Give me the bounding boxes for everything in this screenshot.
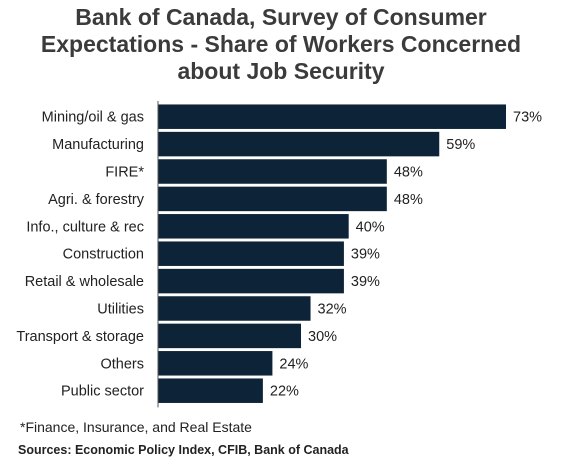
bar (158, 214, 349, 239)
category-label: Others (100, 356, 144, 372)
category-label: Utilities (97, 302, 144, 318)
category-label: Public sector (61, 384, 144, 400)
bar (158, 351, 273, 376)
bar (158, 131, 440, 157)
bar (158, 323, 302, 349)
bar (158, 268, 344, 294)
data-label: 40% (356, 219, 385, 235)
source-note: Sources: Economic Policy Index, CFIB, Ba… (18, 443, 349, 457)
data-label: 30% (308, 329, 337, 345)
chart-title-line-2: Expectations - Share of Workers Concerne… (40, 31, 522, 57)
bar (158, 104, 506, 129)
category-label: Mining/oil & gas (42, 110, 144, 126)
data-label: 32% (318, 302, 347, 318)
data-label: 73% (513, 110, 542, 126)
bar (158, 296, 311, 321)
bar (158, 159, 387, 184)
bar (158, 186, 387, 212)
bar (158, 378, 263, 403)
category-label: Construction (63, 247, 144, 263)
bar (158, 241, 344, 266)
data-label: 22% (270, 384, 299, 400)
data-label: 39% (351, 247, 380, 263)
category-label: Info., culture & rec (26, 219, 144, 235)
data-label: 39% (351, 274, 380, 290)
category-label: FIRE* (105, 165, 144, 181)
data-label: 24% (279, 356, 308, 372)
category-label: Manufacturing (52, 137, 144, 153)
chart-title-line-3: about Job Security (177, 58, 385, 84)
chart-title: Bank of Canada, Survey of Consumer Expec… (0, 4, 562, 85)
chart-title-line-1: Bank of Canada, Survey of Consumer (75, 4, 487, 30)
category-label: Retail & wholesale (25, 274, 144, 290)
footnote: *Finance, Insurance, and Real Estate (20, 419, 252, 435)
data-label: 48% (394, 192, 423, 208)
category-label: Agri. & forestry (48, 192, 145, 208)
category-label: Transport & storage (16, 329, 144, 345)
data-label: 59% (446, 137, 475, 153)
data-label: 48% (394, 165, 423, 181)
